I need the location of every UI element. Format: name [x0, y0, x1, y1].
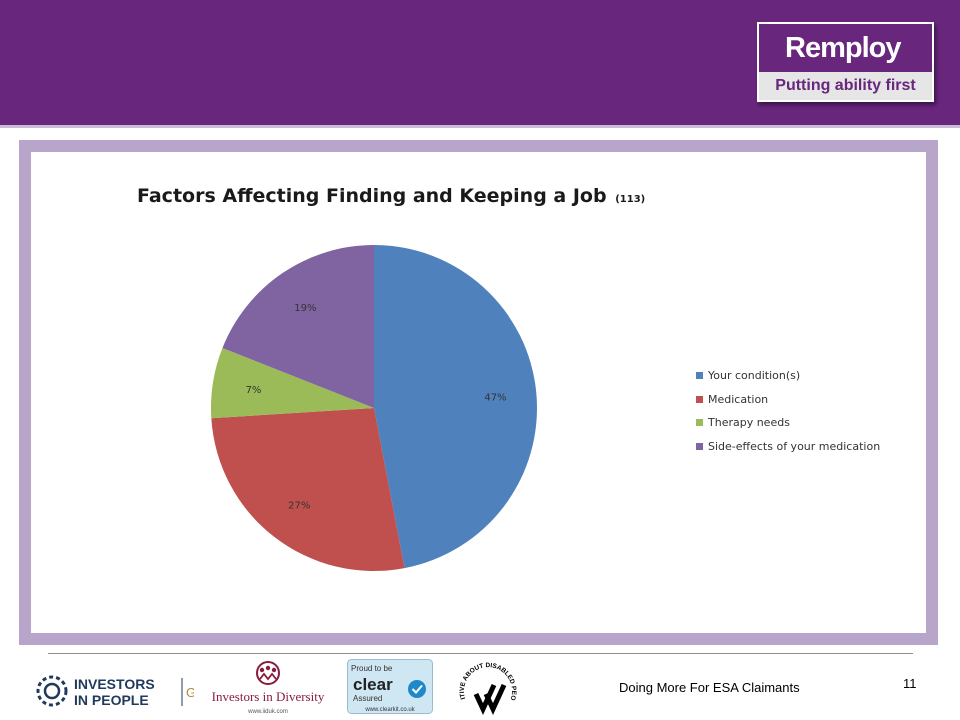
clear-brand: clear — [353, 675, 393, 694]
clear-assured-logo: Proud to be clear Assured www.clearkit.c… — [347, 659, 433, 714]
chart-title: Factors Affecting Finding and Keeping a … — [137, 185, 645, 207]
clear-badge-bg — [347, 659, 433, 714]
brand-name: Remploy — [759, 24, 932, 72]
clear-url: www.clearkit.co.uk — [364, 707, 415, 713]
legend-swatch — [696, 442, 703, 450]
iip-emblem-icon — [36, 675, 68, 707]
diversity-url: www.iiduk.com — [247, 709, 288, 715]
checkmark-icon — [408, 680, 426, 698]
legend-label: Medication — [708, 392, 769, 406]
brand-tagline: Putting ability first — [759, 72, 932, 100]
legend-item: Side-effects of your medication — [696, 435, 880, 459]
pie-data-label: 19% — [294, 303, 316, 314]
header-divider — [0, 125, 960, 128]
chart-title-text: Factors Affecting Finding and Keeping a … — [137, 185, 607, 207]
legend-item: Therapy needs — [696, 411, 880, 435]
diversity-figures-icon — [256, 661, 280, 685]
legend-label: Your condition(s) — [708, 369, 801, 383]
slice-medication — [211, 408, 405, 571]
pie-chart: 47% 27% 7% 19% — [211, 245, 537, 571]
presentation-title: Doing More For ESA Claimants — [619, 680, 800, 695]
legend-label: Side-effects of your medication — [708, 439, 881, 453]
slice-your-conditions — [374, 245, 537, 569]
iip-line2: IN PEOPLE — [74, 692, 149, 708]
legend-item: Medication — [696, 388, 880, 412]
clear-sub: Assured — [353, 694, 382, 703]
chart-legend: Your condition(s) Medication Therapy needs… — [696, 364, 880, 458]
iip-line1: INVESTORS — [74, 676, 155, 692]
investors-in-people-logo: INVESTORS IN PEOPLE Gold — [36, 675, 194, 708]
remploy-logo: Remploy Putting ability first — [757, 22, 934, 102]
positive-about-disabled-people-logo: POSITIVE ABOUT DISABLED PEOPLE — [456, 660, 517, 715]
pie-labels: 47% 27% 7% 19% — [246, 303, 507, 511]
legend-item: Your condition(s) — [696, 364, 880, 388]
pie-slices — [211, 245, 537, 571]
legend-swatch — [696, 419, 703, 427]
clear-top: Proud to be — [351, 664, 393, 673]
footer-divider — [48, 653, 913, 654]
legend-label: Therapy needs — [708, 416, 790, 430]
pie-data-label: 47% — [484, 393, 506, 404]
legend-swatch — [696, 395, 703, 403]
diversity-name: Investors in Diversity — [212, 689, 325, 704]
chart-title-count: (113) — [615, 194, 646, 205]
slice-therapy-needs — [211, 347, 374, 419]
investors-in-diversity-logo: Investors in Diversity www.iiduk.com — [212, 661, 325, 715]
pie-data-label: 7% — [246, 385, 262, 396]
iip-level: Gold — [186, 685, 194, 700]
pie-data-label: 27% — [288, 500, 310, 511]
slice-side-effects — [222, 245, 374, 408]
page-number: 11 — [903, 676, 917, 691]
double-tick-icon — [473, 683, 507, 715]
legend-swatch — [696, 372, 703, 380]
